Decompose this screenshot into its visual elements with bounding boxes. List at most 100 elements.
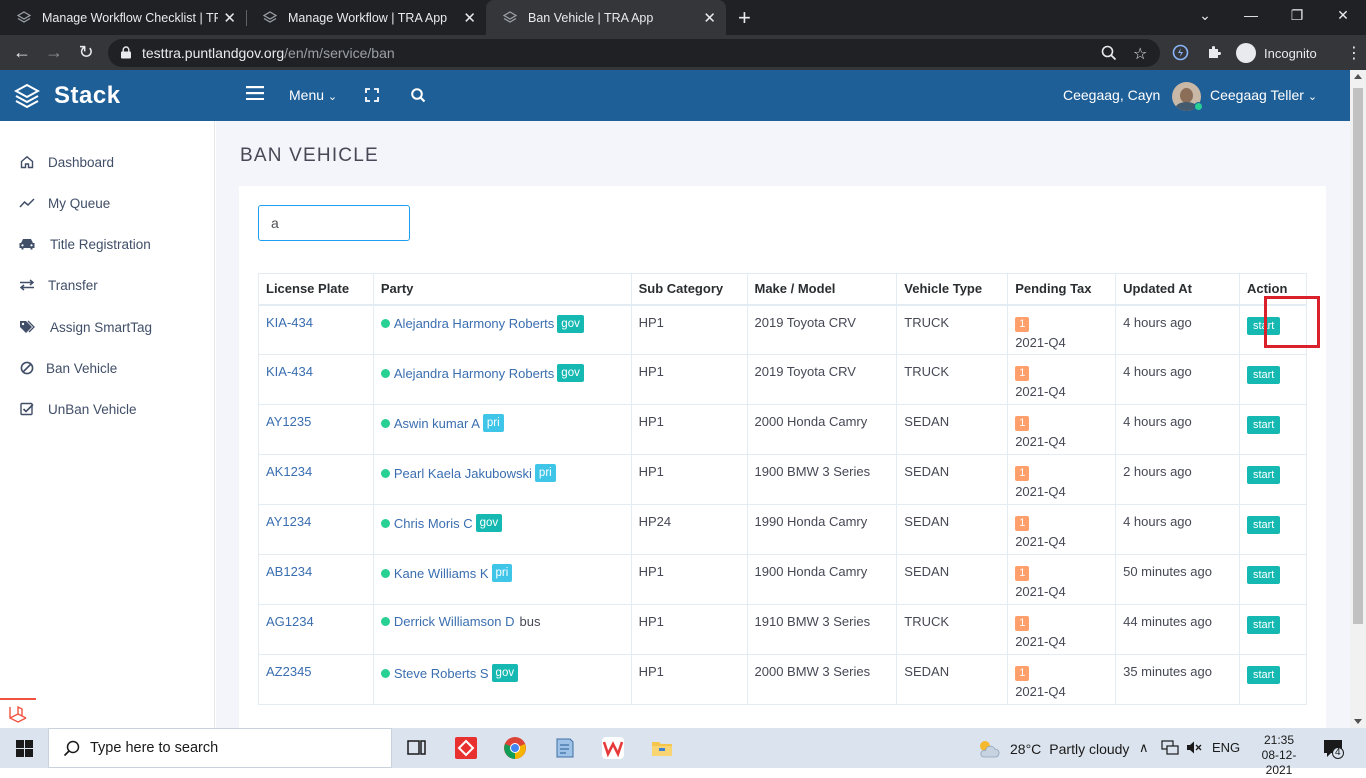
browser-tab-1[interactable]: Manage Workflow Checklist | TRA ✕ (0, 0, 246, 35)
license-plate-link[interactable]: AY1234 (266, 514, 312, 529)
search-icon[interactable] (411, 88, 426, 103)
task-view-icon[interactable] (405, 736, 429, 760)
close-tab-icon[interactable]: ✕ (463, 10, 476, 27)
sidebar-item-assign-smarttag[interactable]: Assign SmartTag (0, 309, 215, 345)
start-button[interactable]: start (1246, 416, 1281, 434)
back-icon[interactable]: ← (13, 42, 31, 62)
start-button[interactable]: start (1246, 566, 1281, 584)
file-explorer-icon[interactable] (650, 736, 674, 760)
chrome-icon[interactable] (503, 736, 527, 760)
notification-icon (1324, 740, 1344, 759)
volume-muted-icon[interactable] (1186, 740, 1202, 755)
make-model-cell: 1900 Honda Camry (746, 554, 898, 605)
chevron-up-icon[interactable]: ∧ (1139, 740, 1149, 755)
sidebar-item-dashboard[interactable]: Dashboard (0, 144, 215, 180)
sidebar-item-unban-vehicle[interactable]: UnBan Vehicle (0, 391, 215, 427)
fullscreen-icon[interactable] (365, 88, 379, 102)
weather-widget[interactable]: 28°C Partly cloudy (976, 739, 1129, 759)
pending-quarter: 2021-Q4 (1015, 584, 1066, 599)
notepad-icon[interactable] (552, 736, 576, 760)
browser-menu-icon[interactable]: ⋮ (1346, 45, 1362, 62)
bookmark-star-icon[interactable]: ☆ (1133, 46, 1148, 63)
plate-cell: AY1235 (258, 404, 374, 455)
license-plate-link[interactable]: AB1234 (266, 564, 313, 579)
close-window-button[interactable]: ✕ (1337, 6, 1349, 23)
column-header[interactable]: Make / Model (746, 273, 898, 306)
license-plate-link[interactable]: AK1234 (266, 464, 313, 479)
column-header[interactable]: Pending Tax (1007, 273, 1117, 306)
minimize-button[interactable]: — (1244, 7, 1258, 23)
close-tab-icon[interactable]: ✕ (703, 10, 716, 27)
license-plate-link[interactable]: AG1234 (266, 614, 314, 629)
browser-tab-3-active[interactable]: Ban Vehicle | TRA App ✕ (486, 0, 726, 35)
wps-office-icon[interactable] (601, 736, 625, 760)
sidebar-item-my-queue[interactable]: My Queue (0, 185, 215, 221)
make-model-cell: 2000 Honda Camry (746, 404, 898, 455)
debugbar-logo-icon[interactable] (0, 698, 36, 728)
party-link[interactable]: Steve Roberts S (393, 665, 489, 681)
browser-tab-2[interactable]: Manage Workflow | TRA App ✕ (246, 0, 486, 35)
license-plate-link[interactable]: AY1235 (266, 414, 312, 429)
sidebar-item-ban-vehicle[interactable]: Ban Vehicle (0, 350, 215, 386)
scroll-up-icon[interactable] (1354, 74, 1362, 79)
network-icon[interactable] (1161, 740, 1179, 755)
license-plate-link[interactable]: AZ2345 (266, 664, 312, 679)
input-language[interactable]: ENG (1212, 740, 1241, 755)
extensions-puzzle-icon[interactable] (1206, 44, 1222, 60)
party-link[interactable]: Derrick Williamson D (393, 614, 515, 629)
sidebar-item-label: Title Registration (50, 236, 151, 252)
filter-input[interactable] (258, 205, 410, 241)
windows-start-icon[interactable] (16, 740, 33, 757)
incognito-indicator[interactable]: Incognito (1236, 41, 1317, 65)
system-clock[interactable]: 21:35 08-12-2021 (1252, 733, 1306, 778)
party-link[interactable]: Chris Moris C (393, 515, 473, 531)
start-button[interactable]: start (1246, 616, 1281, 634)
start-button[interactable]: start (1246, 366, 1281, 384)
stack-favicon-icon (502, 10, 518, 26)
scroll-down-icon[interactable] (1354, 719, 1362, 724)
restore-button[interactable]: ❐ (1290, 6, 1304, 23)
brand-logo[interactable]: Stack (14, 82, 121, 110)
party-link[interactable]: Pearl Kaela Jakubowski (393, 465, 532, 481)
column-header[interactable]: License Plate (258, 273, 374, 306)
party-link[interactable]: Alejandra Harmony Roberts (393, 316, 555, 331)
pending-tax-cell: 1 2021-Q4 (1007, 554, 1117, 605)
party-link[interactable]: Kane Williams K (393, 565, 489, 581)
page-scrollbar[interactable] (1350, 70, 1366, 728)
start-button[interactable]: start (1246, 666, 1281, 684)
column-header[interactable]: Updated At (1115, 273, 1240, 306)
party-type-badge: bus (519, 613, 541, 629)
start-button[interactable]: start (1246, 316, 1281, 335)
sidebar-item-transfer[interactable]: Transfer (0, 267, 215, 303)
zoom-icon[interactable] (1101, 45, 1117, 61)
header-user-name[interactable]: Ceegaag, Cayn (1063, 87, 1161, 103)
taskbar-search[interactable]: Type here to search (48, 728, 392, 768)
column-header[interactable]: Vehicle Type (896, 273, 1009, 306)
extension-shield-icon[interactable] (1172, 44, 1189, 61)
anydesk-icon[interactable] (454, 736, 478, 760)
party-link[interactable]: Alejandra Harmony Roberts (393, 365, 555, 381)
column-header[interactable]: Sub Category (630, 273, 748, 306)
scrollbar-thumb[interactable] (1353, 88, 1363, 624)
sidebar-item-title-registration[interactable]: Title Registration (0, 226, 215, 262)
brand-name: Stack (54, 82, 121, 109)
party-link[interactable]: Aswin kumar A (393, 415, 480, 431)
hamburger-menu-icon[interactable] (246, 86, 264, 100)
start-button[interactable]: start (1246, 466, 1281, 484)
license-plate-link[interactable]: KIA-434 (266, 364, 313, 379)
menu-dropdown[interactable]: Menu ⌄ (289, 87, 337, 103)
notification-center[interactable]: 4 (1323, 739, 1345, 764)
forward-icon[interactable]: → (45, 42, 63, 62)
license-plate-link[interactable]: KIA-434 (266, 314, 313, 330)
reload-icon[interactable]: ↻ (78, 42, 94, 62)
user-dropdown[interactable]: Ceegaag Teller ⌄ (1210, 87, 1317, 103)
address-bar[interactable]: testtra.puntlandgov.org/en/m/service/ban… (108, 39, 1160, 67)
vehicle-type-cell: SEDAN (896, 454, 1009, 505)
new-tab-button[interactable]: + (738, 5, 751, 30)
active-status-icon (380, 568, 390, 578)
start-button[interactable]: start (1246, 516, 1281, 534)
tab-search-icon[interactable]: ⌄ (1199, 6, 1211, 23)
weather-text: Partly cloudy (1049, 741, 1130, 757)
column-header[interactable]: Party (372, 273, 632, 306)
close-tab-icon[interactable]: ✕ (223, 10, 236, 27)
